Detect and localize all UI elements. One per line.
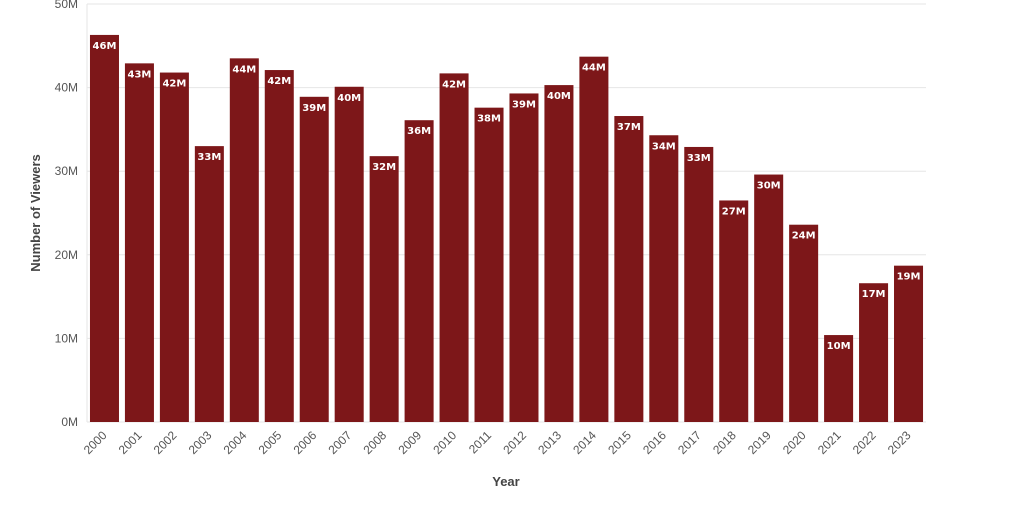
x-tick-label: 2019: [745, 428, 774, 457]
x-tick-label: 2022: [850, 428, 879, 457]
bar: [474, 107, 504, 422]
data-label: 46M: [93, 41, 117, 52]
data-label: 34M: [652, 141, 676, 152]
data-label: 33M: [687, 153, 711, 164]
data-label: 10M: [827, 341, 851, 352]
data-label: 33M: [197, 152, 221, 163]
bar: [859, 283, 889, 422]
x-tick-label: 2011: [466, 428, 494, 456]
bar: [159, 72, 189, 422]
x-tick-label: 2001: [116, 428, 145, 457]
x-tick-label: 2012: [500, 428, 529, 457]
data-label: 44M: [232, 64, 256, 75]
bar: [334, 86, 364, 422]
x-tick-label: 2009: [395, 428, 424, 457]
data-label: 38M: [477, 114, 501, 125]
bar: [649, 135, 679, 422]
bar: [439, 73, 469, 422]
y-tick-label: 40M: [55, 81, 78, 95]
y-axis-title: Number of Viewers: [28, 154, 43, 272]
bar: [404, 120, 434, 422]
y-tick-label: 30M: [55, 164, 78, 178]
bar: [894, 265, 924, 422]
x-tick-label: 2013: [535, 428, 564, 457]
bar: [89, 34, 119, 422]
x-tick-label: 2000: [81, 428, 110, 457]
data-label: 32M: [372, 162, 396, 173]
x-tick-label: 2017: [675, 428, 704, 457]
data-label: 42M: [442, 79, 466, 90]
bar: [614, 116, 644, 423]
y-tick-label: 0M: [61, 415, 78, 429]
data-label: 40M: [337, 93, 361, 104]
bar: [509, 93, 539, 423]
data-labels: 46M 43M 42M 33M 44M 42M 39M 40M 32M 36M 42M 38M 39M 4…: [93, 41, 921, 352]
x-tick-label: 2016: [640, 428, 669, 457]
data-label: 42M: [162, 79, 186, 90]
bar: [369, 156, 399, 423]
data-label: 30M: [757, 181, 781, 192]
x-tick-label: 2018: [710, 428, 739, 457]
data-label: 17M: [862, 289, 886, 300]
y-tick-label: 10M: [55, 331, 78, 345]
bar: [579, 56, 609, 422]
y-tick-label: 20M: [55, 248, 78, 262]
bar: [824, 335, 854, 422]
data-label: 39M: [512, 99, 536, 110]
bar: [684, 146, 714, 422]
data-label: 40M: [547, 91, 571, 102]
x-tick-label: 2007: [326, 428, 355, 457]
x-tick-label: 2003: [186, 428, 215, 457]
data-label: 24M: [792, 231, 816, 242]
data-label: 37M: [617, 122, 641, 133]
x-tick-label: 2006: [291, 428, 320, 457]
gridlines: [86, 3, 926, 423]
x-axis-title: Year: [492, 474, 519, 489]
bar: [194, 146, 224, 422]
bar: [544, 85, 574, 422]
data-label: 19M: [897, 272, 921, 283]
bar: [229, 58, 259, 423]
bar: [299, 96, 329, 423]
bar: [754, 174, 784, 422]
bar: [789, 224, 819, 422]
bars: [89, 34, 924, 423]
data-label: 44M: [582, 63, 606, 74]
x-tick-label: 2015: [605, 428, 634, 457]
data-label: 39M: [302, 103, 326, 114]
x-axis-ticks: 2000 2001 2002 2003 2004 2005 2006 2007 2008 2009…: [81, 428, 914, 457]
data-label: 42M: [267, 76, 291, 87]
x-tick-label: 2021: [815, 428, 844, 457]
data-label: 43M: [128, 69, 152, 80]
data-label: 27M: [722, 206, 746, 217]
x-tick-label: 2020: [780, 428, 809, 457]
data-label: 36M: [407, 126, 431, 137]
x-tick-label: 2002: [151, 428, 180, 457]
bar: [719, 200, 749, 422]
bar: [124, 63, 154, 423]
x-tick-label: 2005: [256, 428, 285, 457]
y-tick-label: 50M: [55, 0, 78, 11]
x-tick-label: 2014: [570, 428, 599, 457]
x-tick-label: 2008: [360, 428, 389, 457]
y-axis-ticks: 0M 10M 20M 30M 40M 50M: [55, 0, 78, 429]
bar: [264, 70, 294, 422]
x-tick-label: 2023: [885, 428, 914, 457]
x-tick-label: 2010: [430, 428, 459, 457]
x-tick-label: 2004: [221, 428, 250, 457]
